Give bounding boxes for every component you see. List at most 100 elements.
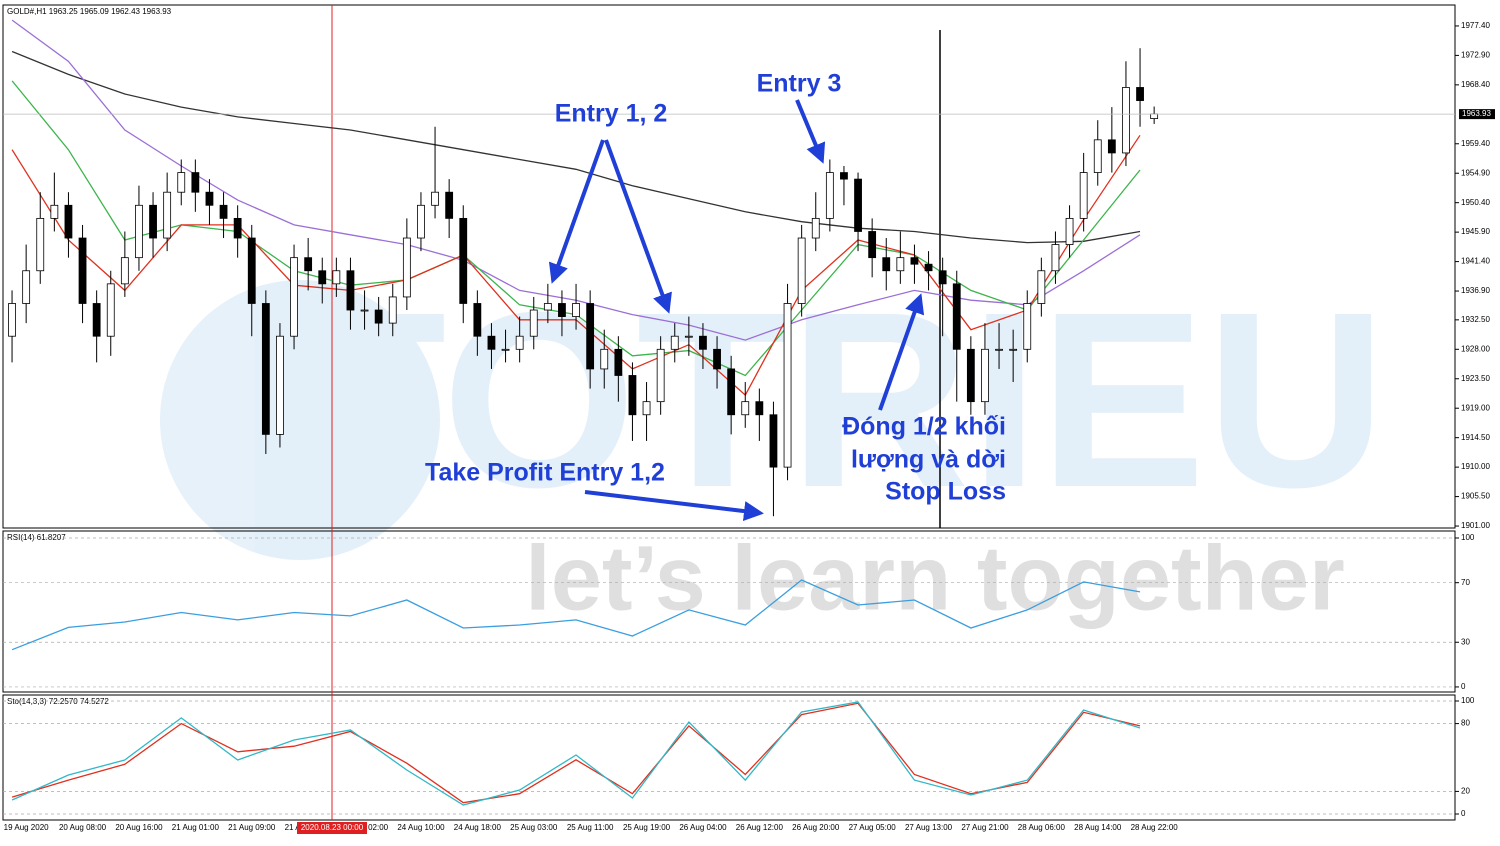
candle-body [219, 204, 228, 219]
candle-body [135, 204, 143, 259]
candle-body [656, 348, 665, 403]
candle-body [600, 348, 609, 370]
arrow [604, 139, 672, 314]
candle-body [586, 303, 595, 370]
logo-circle [160, 280, 440, 560]
y-tick-label: 30 [1461, 637, 1470, 646]
x-tick-label: 24 Aug 18:00 [454, 823, 502, 832]
candle-body [459, 217, 468, 304]
candle-body [346, 270, 355, 311]
candle-body [1136, 87, 1144, 101]
x-tick-label: 24 Aug 10:00 [397, 823, 445, 832]
candle-body [572, 303, 580, 317]
candle-body [1079, 172, 1088, 219]
last-price-label: 1963.93 [1462, 109, 1491, 118]
rsi-panel [2, 530, 1456, 693]
annotation: lượng và dời [851, 446, 1006, 474]
y-tick-label: 1914.50 [1461, 433, 1490, 442]
candle-body [981, 348, 989, 403]
candle-body [1037, 270, 1046, 304]
candle-body [896, 257, 905, 272]
cursor-label: 2020.08.23 00:00 [301, 823, 364, 832]
indicator-line [11, 702, 1141, 804]
candle-body [699, 335, 707, 350]
candle-body [924, 263, 933, 272]
candle-body [558, 303, 566, 317]
candle-body [388, 296, 397, 324]
watermark-brand: TOTRIEU [294, 260, 1387, 539]
cursor-label-box [297, 822, 367, 834]
arrow [878, 293, 925, 411]
candle-body [783, 303, 792, 468]
candle-body [360, 309, 369, 312]
y-tick-label: 1954.90 [1461, 168, 1490, 177]
candle-body [1009, 348, 1018, 351]
candle-body [825, 172, 834, 219]
candle-body [840, 172, 848, 180]
candle-body [755, 401, 764, 416]
x-tick-label: 27 Aug 05:00 [849, 823, 897, 832]
candle-body [106, 283, 115, 337]
x-tick-label: 26 Aug 04:00 [679, 823, 727, 832]
y-tick-label: 1959.40 [1461, 139, 1490, 148]
y-tick-label: 1905.50 [1461, 492, 1490, 501]
panel-title: RSI(14) 61.8207 [7, 533, 66, 542]
plot: GOLD#,H1 1963.25 1965.09 1962.43 1963.93… [3, 7, 1495, 832]
candle-body [445, 191, 454, 219]
x-tick-label: 27 Aug 13:00 [905, 823, 953, 832]
candle-body [36, 217, 45, 272]
x-tick-label: 21 Aug 09:00 [228, 823, 276, 832]
candle-body [191, 172, 200, 193]
panel-title: Sto(14,3,3) 72.2570 74.5272 [7, 697, 109, 706]
candle-body [1023, 303, 1032, 350]
y-tick-label: 80 [1461, 719, 1470, 728]
candle-body [1051, 244, 1060, 272]
candle-body [431, 191, 439, 206]
candle-body [276, 335, 284, 435]
candle-body [1065, 217, 1074, 245]
y-tick-label: 1928.00 [1461, 344, 1490, 353]
x-tick-label: 19 Aug 2020 [4, 823, 49, 832]
x-tick-label: 21 Aug 01:00 [172, 823, 220, 832]
x-tick-label: 28 Aug 06:00 [1018, 823, 1066, 832]
x-tick-label: 25 Aug 19:00 [623, 823, 671, 832]
candle-body [487, 335, 496, 350]
x-tick-label: 25 Aug 03:00 [510, 823, 558, 832]
candle-body [614, 348, 623, 376]
candle-body [1122, 87, 1130, 154]
y-tick-label: 1941.40 [1461, 257, 1490, 266]
main-panel [2, 4, 1456, 529]
x-tick-label: 28 Aug 14:00 [1074, 823, 1122, 832]
candle-body [8, 303, 16, 337]
y-tick-label: 1910.00 [1461, 462, 1490, 471]
x-tick-label: 25 Aug 11:00 [567, 823, 614, 832]
candle-body [318, 270, 327, 285]
candle-body [1093, 139, 1102, 173]
candle-body [952, 283, 961, 350]
candle-body [727, 368, 736, 416]
arrow [795, 99, 826, 164]
y-tick-label: 1901.00 [1461, 521, 1490, 530]
candle-body [882, 257, 891, 272]
candle-body [515, 335, 524, 350]
annotation: Take Profit Entry 1,2 [425, 459, 665, 487]
candle-body [1107, 139, 1116, 154]
annotation: Stop Loss [885, 478, 1006, 506]
candle-body [92, 303, 101, 337]
candle-body [332, 270, 341, 285]
candle-body [684, 335, 693, 338]
candle-body [402, 237, 411, 298]
candle-body [670, 335, 679, 350]
arrow [548, 139, 605, 284]
x-tick-label: 27 Aug 21:00 [961, 823, 1009, 832]
y-tick-label: 1919.00 [1461, 403, 1490, 412]
candle-body [78, 237, 87, 304]
candle-body [22, 270, 31, 304]
candle-body [811, 217, 820, 239]
candle-body [233, 217, 242, 239]
y-tick-label: 1950.40 [1461, 198, 1490, 207]
annotation: Entry 3 [757, 70, 842, 98]
candle-body [120, 257, 129, 285]
sto-panel [2, 694, 1456, 821]
x-tick-label: 28 Aug 22:00 [1131, 823, 1179, 832]
